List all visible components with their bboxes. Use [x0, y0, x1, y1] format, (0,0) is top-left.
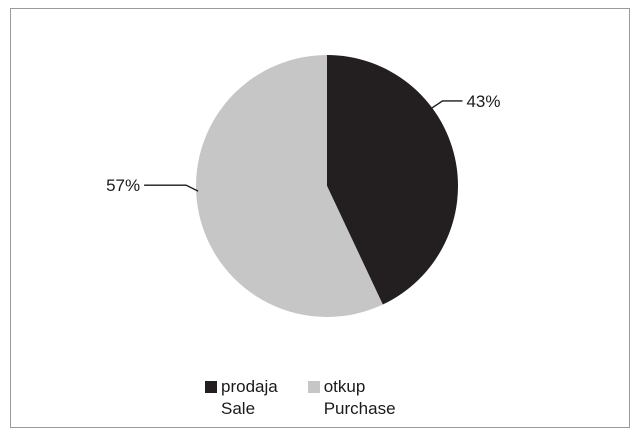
pie-slices — [196, 55, 458, 317]
legend-item-purchase: otkup Purchase — [308, 376, 396, 420]
legend-label-line2: Purchase — [324, 398, 396, 420]
legend-swatch-sale — [205, 381, 217, 393]
leader-line-sale — [430, 101, 462, 109]
legend-label-line2: Sale — [221, 398, 278, 420]
legend-label-line1: otkup — [324, 376, 396, 398]
leader-line-purchase — [144, 185, 198, 191]
legend: prodaja Sale otkup Purchase — [205, 376, 396, 420]
legend-item-sale: prodaja Sale — [205, 376, 278, 420]
data-label-sale: 43% — [466, 92, 500, 111]
legend-label-line1: prodaja — [221, 376, 278, 398]
legend-swatch-purchase — [308, 381, 320, 393]
legend-label-sale: prodaja Sale — [221, 376, 278, 420]
legend-label-purchase: otkup Purchase — [324, 376, 396, 420]
data-label-purchase: 57% — [106, 176, 140, 195]
